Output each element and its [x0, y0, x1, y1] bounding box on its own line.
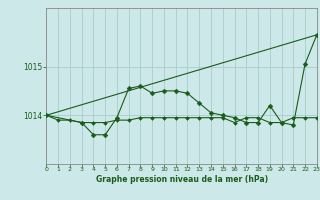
X-axis label: Graphe pression niveau de la mer (hPa): Graphe pression niveau de la mer (hPa): [96, 175, 268, 184]
